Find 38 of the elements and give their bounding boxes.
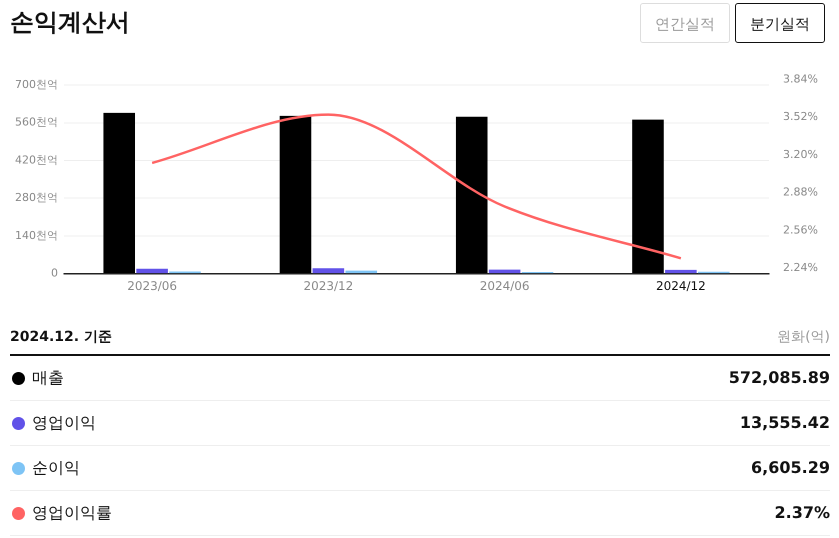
y2-tick-label: 2.56% (783, 223, 818, 236)
y2-tick-label: 3.52% (783, 110, 818, 124)
legend-label: 순이익 (32, 458, 80, 479)
y-tick-label: 0 (51, 266, 58, 280)
toggle-button: 분기실적 (735, 3, 825, 43)
x-tick-label: 2023/06 (127, 278, 178, 293)
bar (456, 116, 488, 274)
toggle-button: 연간실적 (640, 3, 730, 43)
text: 13,555.42 (740, 413, 830, 432)
legend-label: 매출 (32, 368, 64, 389)
chart-title: 손익계산서 (10, 7, 130, 38)
y-tick-label: 560천억 (15, 116, 58, 129)
bar (103, 112, 136, 274)
y2-tick-label: 3.20% (783, 148, 818, 161)
y-tick-label: 420천억 (15, 153, 58, 166)
bar (665, 270, 697, 274)
x-tick-label: 2023/12 (303, 278, 354, 293)
y-tick-label: 700천억 (15, 78, 58, 92)
y-tick-label: 140천억 (15, 228, 58, 242)
text: 원화(억) (777, 328, 830, 346)
bar (280, 116, 312, 274)
bar (312, 268, 344, 274)
x-tick-label: 2024/12 (656, 278, 706, 293)
x-tick-label: 2024/06 (480, 278, 530, 293)
y2-tick-label: 2.24% (783, 260, 818, 274)
text: 572,085.89 (728, 368, 830, 387)
text: 6,605.29 (751, 458, 830, 477)
bar (136, 268, 168, 274)
text: 2024.12. 기준 (10, 328, 112, 346)
y-tick-label: 280천억 (15, 191, 58, 204)
bar (488, 270, 520, 274)
legend-label: 영업이익률 (32, 503, 112, 524)
legend-label: 영업이익 (32, 413, 96, 434)
text: 2.37% (774, 503, 830, 522)
y2-tick-label: 2.88% (783, 186, 818, 199)
y2-tick-label: 3.84% (783, 72, 818, 86)
bar (345, 270, 378, 274)
bar (632, 120, 664, 274)
